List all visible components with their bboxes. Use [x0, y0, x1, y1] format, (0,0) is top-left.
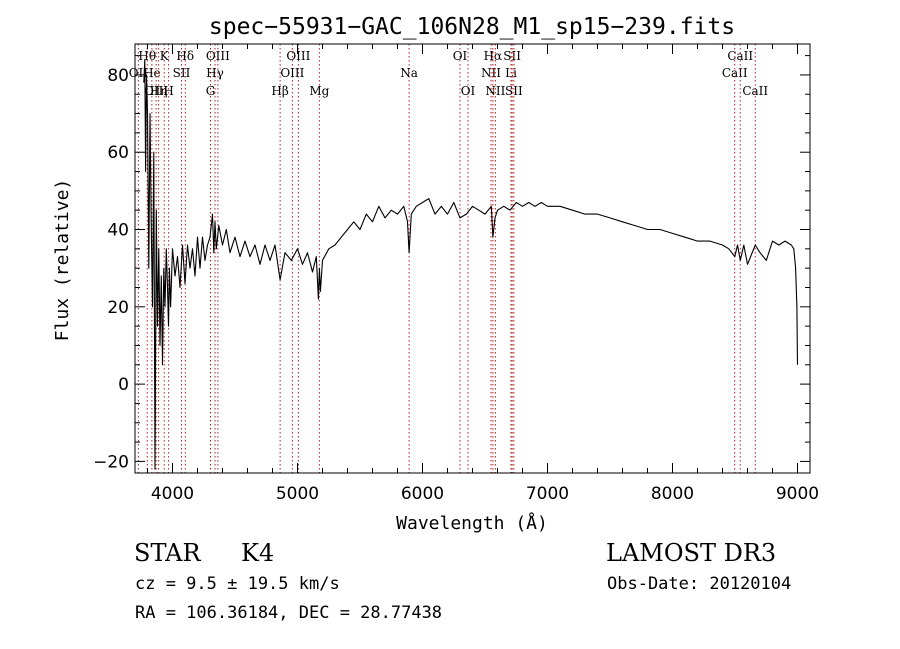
emission-line-label: OI [453, 49, 468, 63]
emission-line-label: OIII [206, 49, 230, 63]
x-tick-label: 7000 [526, 484, 569, 504]
x-tick-label: 6000 [401, 484, 444, 504]
spectral-subclass: K4 [241, 539, 275, 567]
emission-line-label: CaII [727, 49, 753, 63]
spectrum-series [143, 58, 799, 470]
emission-line-label: Na [400, 66, 418, 80]
emission-line-label: Hγ [206, 66, 224, 80]
emission-line-label: Li [505, 66, 517, 80]
y-tick-label: 40 [107, 221, 129, 241]
emission-line-label: He [143, 66, 161, 80]
y-tick-label: 60 [107, 143, 129, 163]
x-tick-label: 4000 [151, 484, 194, 504]
emission-line-label: G [206, 84, 216, 98]
y-tick-label: 20 [107, 298, 129, 318]
emission-line-label: Hδ [176, 49, 194, 63]
emission-line-label: SII [505, 84, 523, 98]
emission-line-label: Hθ [138, 49, 156, 63]
emission-line-label: CaII [722, 66, 748, 80]
observation-date: Obs-Date: 20120104 [607, 574, 792, 594]
spectrum-line [143, 58, 799, 470]
emission-line-label: NII [481, 66, 501, 80]
emission-line-label: Hβ [271, 84, 288, 98]
emission-line-label: Hη [150, 84, 168, 98]
emission-line-label: OIII [144, 84, 168, 98]
emission-line-label: OIII [286, 49, 310, 63]
emission-line-label: SII [503, 49, 521, 63]
emission-line-label: NII [485, 84, 505, 98]
redshift-value: cz = 9.5 ± 19.5 km/s [135, 574, 340, 594]
emission-line-label: OI [461, 84, 476, 98]
emission-line-label: SII [173, 66, 191, 80]
chart-title: spec−55931−GAC_106N28_M1_sp15−239.fits [209, 14, 735, 40]
x-tick-label: 5000 [276, 484, 319, 504]
object-class: STAR [134, 539, 201, 567]
x-tick-label: 9000 [776, 484, 819, 504]
emission-line-markers: HθOIIHeOIIIHηKHSIIHδGHγOIIIHβOIIIOIIIMgN… [129, 44, 768, 473]
y-tick-label: 80 [107, 66, 129, 86]
coordinates: RA = 106.36184, DEC = 28.77438 [135, 603, 443, 623]
plot-frame [134, 43, 811, 474]
axis-ticks: 4000 5000 6000 7000 8000 9000 −20 0 20 40 60 80 [93, 44, 819, 504]
emission-line-label: OIII [280, 66, 304, 80]
emission-line-label: Mg [309, 84, 329, 98]
emission-line-label: K [160, 49, 170, 63]
emission-line-label: CaII [742, 84, 768, 98]
x-tick-label: 8000 [651, 484, 694, 504]
y-axis-label: Flux (relative) [52, 179, 73, 342]
y-tick-label: −20 [93, 452, 129, 472]
x-axis-label: Wavelength (Å) [396, 512, 548, 534]
survey-name: LAMOST DR3 [606, 539, 777, 567]
emission-line-label: OII [129, 66, 149, 80]
y-tick-label: 0 [118, 375, 129, 395]
emission-line-label: H [163, 84, 173, 98]
emission-line-label: Hα [484, 49, 503, 63]
